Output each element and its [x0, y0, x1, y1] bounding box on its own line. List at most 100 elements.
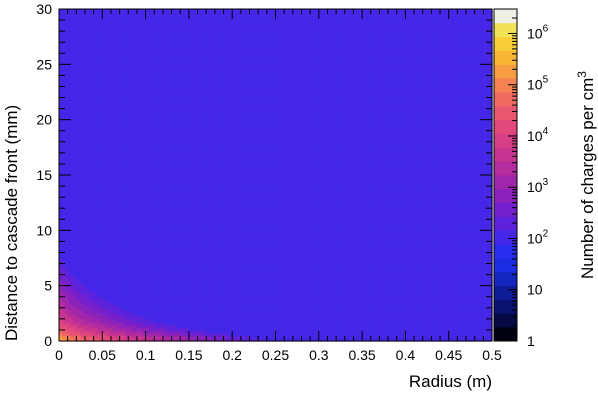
heatmap-cell	[347, 329, 352, 334]
heatmap-cell	[380, 288, 385, 292]
heatmap-cell	[254, 255, 259, 259]
heatmap-cell	[251, 329, 256, 334]
heatmap-cell	[311, 293, 316, 298]
heatmap-cell	[326, 307, 331, 312]
heatmap-cell	[281, 299, 286, 303]
heatmap-cell	[362, 327, 367, 331]
heatmap-cell	[77, 285, 81, 290]
heatmap-cell	[245, 258, 250, 262]
heatmap-cell	[323, 313, 328, 317]
heatmap-cell	[425, 293, 430, 298]
heatmap-cell	[299, 313, 304, 317]
heatmap-cell	[92, 299, 96, 303]
heatmap-cell	[428, 324, 433, 328]
heatmap-cell	[182, 277, 186, 281]
heatmap-cell	[248, 246, 253, 251]
heatmap-cell	[416, 302, 421, 306]
heatmap-cell	[203, 299, 207, 303]
heatmap-cell	[359, 332, 364, 337]
heatmap-cell	[443, 269, 448, 273]
heatmap-cell	[413, 285, 418, 290]
heatmap-cell	[431, 285, 436, 290]
heatmap-cell	[374, 313, 379, 317]
heatmap-cell	[170, 329, 174, 334]
heatmap-cell	[209, 335, 213, 339]
heatmap-cell	[104, 316, 108, 320]
heatmap-cell	[230, 269, 235, 273]
heatmap-cell	[290, 293, 295, 298]
heatmap-cell	[206, 285, 210, 290]
heatmap-cell	[284, 316, 289, 320]
heatmap-cell	[317, 246, 322, 251]
heatmap-cell	[176, 246, 180, 251]
heatmap-cell	[182, 244, 186, 248]
heatmap-cell	[389, 305, 394, 309]
heatmap-cell	[65, 332, 69, 337]
heatmap-cell	[395, 277, 400, 281]
heatmap-cell	[242, 274, 247, 278]
heatmap-cell	[170, 318, 174, 323]
heatmap-cell	[305, 329, 310, 334]
heatmap-cell	[383, 305, 388, 309]
heatmap-cell	[461, 307, 466, 312]
heatmap-cell	[95, 338, 99, 342]
heatmap-cell	[236, 310, 241, 314]
heatmap-cell	[71, 324, 75, 328]
heatmap-cell	[356, 266, 361, 270]
heatmap-cell	[359, 260, 364, 265]
heatmap-cell	[227, 307, 231, 312]
heatmap-cell	[377, 288, 382, 292]
heatmap-cell	[164, 302, 168, 306]
heatmap-cell	[455, 324, 460, 328]
heatmap-cell	[200, 285, 204, 290]
heatmap-cell	[257, 324, 262, 328]
heatmap-cell	[431, 291, 436, 295]
heatmap-cell	[101, 263, 105, 267]
heatmap-cell	[209, 260, 213, 265]
heatmap-cell	[473, 288, 478, 292]
heatmap-cell	[461, 277, 466, 281]
heatmap-cell	[59, 296, 63, 301]
heatmap-cell	[224, 305, 228, 309]
heatmap-cell	[86, 307, 90, 312]
heatmap-cell	[419, 258, 424, 262]
heatmap-cell	[410, 335, 415, 339]
heatmap-cell	[401, 260, 406, 265]
heatmap-cell	[212, 310, 216, 314]
heatmap-cell	[293, 296, 298, 301]
heatmap-cell	[86, 266, 90, 270]
heatmap-cell	[458, 282, 463, 287]
heatmap-cell	[326, 271, 331, 276]
heatmap-cell	[401, 305, 406, 309]
heatmap-cell	[299, 332, 304, 337]
heatmap-cell	[242, 266, 247, 270]
heatmap-cell	[209, 244, 213, 248]
heatmap-cell	[410, 280, 415, 284]
heatmap-cell	[161, 260, 165, 265]
heatmap-cell	[455, 269, 460, 273]
heatmap-cell	[377, 249, 382, 254]
heatmap-cell	[353, 252, 358, 256]
heatmap-cell	[92, 329, 96, 334]
heatmap-cell	[83, 285, 87, 290]
heatmap-cell	[326, 327, 331, 331]
heatmap-cell	[152, 263, 156, 267]
heatmap-cell	[134, 252, 138, 256]
heatmap-cell	[386, 310, 391, 314]
heatmap-cell	[344, 269, 349, 273]
heatmap-cell	[332, 288, 337, 292]
heatmap-cell	[260, 291, 265, 295]
heatmap-cell	[68, 318, 72, 323]
heatmap-cell	[116, 299, 120, 303]
heatmap-cell	[59, 338, 63, 342]
heatmap-cell	[374, 285, 379, 290]
heatmap-cell	[395, 246, 400, 251]
heatmap-cell	[77, 258, 81, 262]
heatmap-cell	[377, 271, 382, 276]
heatmap-cell	[263, 252, 268, 256]
heatmap-cell	[188, 271, 192, 276]
heatmap-cell	[251, 335, 256, 339]
heatmap-cell	[257, 299, 262, 303]
heatmap-cell	[233, 332, 238, 337]
heatmap-cell	[116, 318, 120, 323]
